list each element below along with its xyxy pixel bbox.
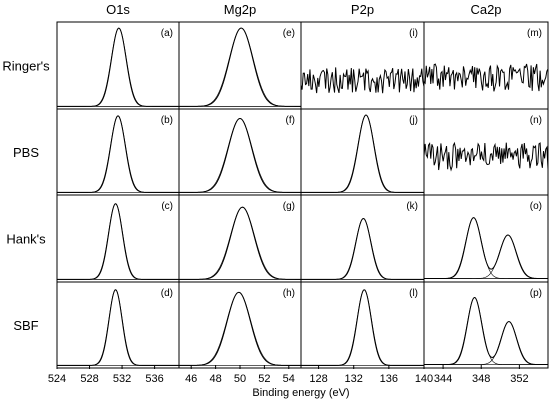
column-header-3: Ca2p <box>470 2 501 17</box>
spectrum-c <box>57 203 179 280</box>
row-label-3: SBF <box>13 318 38 333</box>
panel-label-i: (i) <box>409 28 418 39</box>
x-tick-label-1-1: 48 <box>209 373 221 385</box>
panel-frame-l <box>300 281 425 369</box>
fit-component-a-0 <box>57 27 179 107</box>
fit-component-e-0 <box>179 27 301 107</box>
column-header-2: P2p <box>351 2 374 17</box>
spectrum-o <box>424 217 548 280</box>
panel-label-l: (l) <box>409 288 418 299</box>
x-tick-label-0-2: 532 <box>113 373 131 385</box>
fit-component-h-0 <box>179 292 301 366</box>
panel-label-g: (g) <box>283 201 295 212</box>
spectrum-n <box>423 141 549 172</box>
x-tick-label-0-0: 524 <box>48 373 66 385</box>
panel-label-k: (k) <box>406 201 418 212</box>
spectrum-k <box>301 217 424 280</box>
spectrum-g <box>179 206 301 280</box>
panel-label-p: (p) <box>530 288 542 299</box>
x-tick-label-1-4: 54 <box>283 373 295 385</box>
panel-frame-i <box>300 21 425 110</box>
fit-component-j-0 <box>301 114 424 193</box>
spectrum-e <box>179 27 301 107</box>
panel-label-j: (j) <box>409 115 418 126</box>
spectrum-j <box>301 114 424 193</box>
x-tick-label-2-0: 128 <box>309 373 327 385</box>
spectrum-p <box>424 296 548 366</box>
fit-component-d-0 <box>57 289 179 366</box>
panel-label-m: (m) <box>527 28 542 39</box>
fit-component-k-0 <box>301 218 424 280</box>
spectrum-l <box>301 289 424 366</box>
column-header-0: O1s <box>106 2 130 17</box>
row-label-1: PBS <box>13 145 39 160</box>
panel-label-h: (h) <box>283 288 295 299</box>
row-label-2: Hank's <box>6 232 46 247</box>
x-tick-label-2-1: 132 <box>345 373 363 385</box>
panel-label-e: (e) <box>283 28 295 39</box>
x-tick-label-3-0: 344 <box>434 373 452 385</box>
x-tick-label-1-3: 52 <box>258 373 270 385</box>
panel-label-o: (o) <box>530 201 542 212</box>
panel-frame-p <box>423 281 549 369</box>
x-tick-label-2-3: 140 <box>415 373 433 385</box>
fit-component-g-0 <box>179 206 301 280</box>
panel-label-n: (n) <box>530 115 542 126</box>
panel-label-f: (f) <box>286 115 295 126</box>
spectrum-d <box>57 289 179 366</box>
fit-component-o-1 <box>424 234 548 279</box>
x-tick-label-3-2: 352 <box>510 373 528 385</box>
column-header-1: Mg2p <box>224 2 257 17</box>
spectrum-i <box>300 67 425 94</box>
panel-label-a: (a) <box>161 28 173 39</box>
panel-label-d: (d) <box>161 288 173 299</box>
panel-frame-f <box>178 108 302 196</box>
spectrum-a <box>57 27 179 107</box>
fit-component-f-0 <box>179 118 301 193</box>
spectrum-f <box>179 117 301 193</box>
fit-component-l-0 <box>301 289 424 366</box>
fit-component-o-0 <box>424 217 548 279</box>
panel-label-b: (b) <box>161 115 173 126</box>
fit-component-p-0 <box>424 297 548 365</box>
x-tick-label-0-1: 528 <box>80 373 98 385</box>
fit-component-b-0 <box>57 115 179 193</box>
spectrum-m <box>423 63 549 92</box>
x-tick-label-1-0: 46 <box>185 373 197 385</box>
x-tick-label-0-3: 536 <box>145 373 163 385</box>
fit-component-c-0 <box>57 203 179 280</box>
spectrum-h <box>179 291 301 366</box>
x-tick-label-2-2: 136 <box>380 373 398 385</box>
spectrum-b <box>57 115 179 193</box>
x-tick-label-3-1: 348 <box>472 373 490 385</box>
x-tick-label-1-2: 50 <box>234 373 246 385</box>
x-axis-title: Binding energy (eV) <box>252 387 349 399</box>
row-label-0: Ringer's <box>2 59 50 74</box>
panel-label-c: (c) <box>161 201 173 212</box>
